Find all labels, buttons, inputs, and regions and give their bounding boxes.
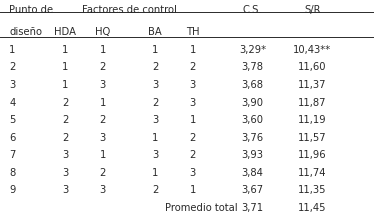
Text: 1: 1 <box>152 168 159 178</box>
Text: 11,57: 11,57 <box>298 133 327 143</box>
Text: 2: 2 <box>152 62 159 73</box>
Text: 3,60: 3,60 <box>242 115 263 125</box>
Text: 1: 1 <box>99 98 106 108</box>
Text: TH: TH <box>186 27 199 37</box>
Text: 3,68: 3,68 <box>242 80 263 90</box>
Text: 5: 5 <box>9 115 16 125</box>
Text: 3,76: 3,76 <box>241 133 264 143</box>
Text: 11,45: 11,45 <box>298 203 327 213</box>
Text: 11,96: 11,96 <box>298 150 327 160</box>
Text: 3,78: 3,78 <box>242 62 263 73</box>
Text: 3: 3 <box>62 150 68 160</box>
Text: 3,71: 3,71 <box>241 203 264 213</box>
Text: 11,37: 11,37 <box>298 80 327 90</box>
Text: 3,84: 3,84 <box>242 168 263 178</box>
Text: 2: 2 <box>9 62 16 73</box>
Text: 11,19: 11,19 <box>298 115 327 125</box>
Text: 2: 2 <box>189 62 196 73</box>
Text: 1: 1 <box>62 45 69 55</box>
Text: 4: 4 <box>9 98 16 108</box>
Text: 3: 3 <box>152 80 158 90</box>
Text: 1: 1 <box>189 185 196 195</box>
Text: 3,93: 3,93 <box>242 150 263 160</box>
Text: 2: 2 <box>189 133 196 143</box>
Text: 3: 3 <box>100 80 106 90</box>
Text: 3: 3 <box>190 168 196 178</box>
Text: 8: 8 <box>9 168 16 178</box>
Text: 3,67: 3,67 <box>241 185 264 195</box>
Text: 2: 2 <box>189 150 196 160</box>
Text: 7: 7 <box>9 150 16 160</box>
Text: 2: 2 <box>152 98 159 108</box>
Text: BA: BA <box>148 27 162 37</box>
Text: 3: 3 <box>100 185 106 195</box>
Text: 2: 2 <box>152 185 159 195</box>
Text: Promedio total: Promedio total <box>165 203 237 213</box>
Text: 2: 2 <box>62 98 69 108</box>
Text: HDA: HDA <box>55 27 76 37</box>
Text: 1: 1 <box>99 150 106 160</box>
Text: C.S.: C.S. <box>243 5 262 15</box>
Text: 6: 6 <box>9 133 16 143</box>
Text: 3: 3 <box>190 98 196 108</box>
Text: 11,87: 11,87 <box>298 98 327 108</box>
Text: 2: 2 <box>99 115 106 125</box>
Text: 1: 1 <box>9 45 16 55</box>
Text: 2: 2 <box>62 133 69 143</box>
Text: 1: 1 <box>189 115 196 125</box>
Text: S/R: S/R <box>304 5 321 15</box>
Text: 3: 3 <box>152 150 158 160</box>
Text: HQ: HQ <box>95 27 110 37</box>
Text: 1: 1 <box>62 80 69 90</box>
Text: 2: 2 <box>99 62 106 73</box>
Text: 9: 9 <box>9 185 16 195</box>
Text: 3: 3 <box>62 168 68 178</box>
Text: 3,29*: 3,29* <box>239 45 266 55</box>
Text: 1: 1 <box>189 45 196 55</box>
Text: 3: 3 <box>190 80 196 90</box>
Text: 3: 3 <box>152 115 158 125</box>
Text: 11,60: 11,60 <box>298 62 327 73</box>
Text: 11,35: 11,35 <box>298 185 327 195</box>
Text: 2: 2 <box>99 168 106 178</box>
Text: Factores de control: Factores de control <box>82 5 177 15</box>
Text: 1: 1 <box>152 45 159 55</box>
Text: 3,90: 3,90 <box>242 98 263 108</box>
Text: Punto de: Punto de <box>9 5 53 15</box>
Text: 2: 2 <box>62 115 69 125</box>
Text: 3: 3 <box>62 185 68 195</box>
Text: 1: 1 <box>62 62 69 73</box>
Text: 10,43**: 10,43** <box>293 45 331 55</box>
Text: 1: 1 <box>99 45 106 55</box>
Text: 3: 3 <box>100 133 106 143</box>
Text: diseño: diseño <box>9 27 42 37</box>
Text: 3: 3 <box>9 80 16 90</box>
Text: 1: 1 <box>152 133 159 143</box>
Text: 11,74: 11,74 <box>298 168 327 178</box>
